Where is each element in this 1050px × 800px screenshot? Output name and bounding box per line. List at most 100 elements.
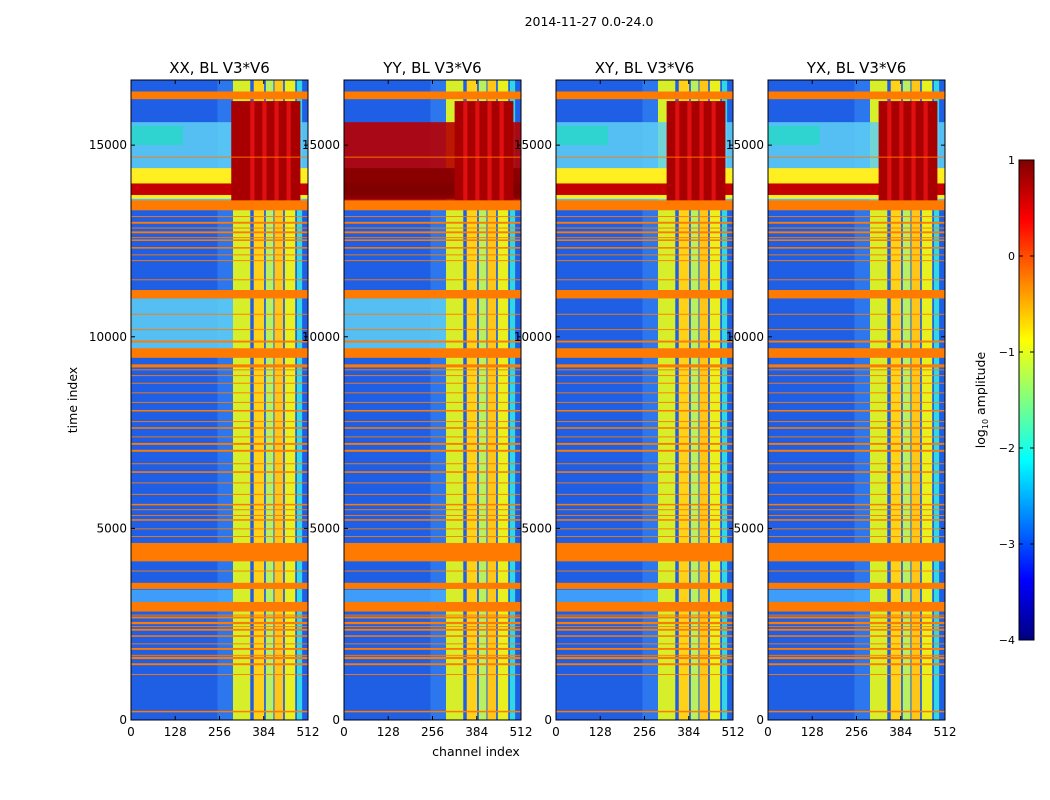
flagged-line [768, 279, 945, 281]
channel-band [921, 80, 933, 720]
flagged-line [344, 375, 521, 377]
flagged-line [131, 463, 308, 465]
flagged-band [768, 628, 945, 631]
heatmap-hot-region [262, 101, 267, 203]
x-tick-label: 384 [677, 725, 700, 739]
flagged-band [768, 442, 945, 445]
flagged-line [131, 254, 308, 256]
channel-band [487, 80, 497, 720]
flagged-line [556, 237, 733, 239]
flagged-band [131, 449, 308, 452]
flagged-band [768, 247, 945, 249]
x-tick-label: 128 [377, 725, 400, 739]
flagged-band [768, 449, 945, 452]
y-tick-label: 15000 [89, 138, 127, 152]
flagged-band [131, 290, 308, 299]
flagged-band [131, 348, 308, 358]
flagged-band [768, 656, 945, 660]
flagged-line [131, 369, 308, 371]
x-tick-label: 256 [633, 725, 656, 739]
flagged-band [768, 340, 945, 343]
flagged-band [344, 340, 521, 343]
flagged-line [344, 260, 521, 262]
flagged-line [556, 514, 733, 516]
flagged-band [768, 647, 945, 650]
flagged-line [768, 674, 945, 676]
colorbar-label-subscript: 10 [981, 419, 990, 429]
heatmap-hot-region [131, 183, 308, 195]
channel-band [497, 80, 509, 720]
flagged-band [556, 427, 733, 429]
y-axis-label: time index [65, 367, 80, 433]
flagged-line [768, 237, 945, 239]
flagged-line [556, 643, 733, 645]
flagged-band [768, 364, 945, 368]
flagged-line [556, 463, 733, 465]
flagged-line [131, 654, 308, 656]
flagged-line [556, 482, 733, 484]
heatmap-hot-region [131, 125, 183, 146]
flagged-band [344, 616, 521, 619]
flagged-line [344, 528, 521, 530]
flagged-band [344, 290, 521, 299]
flagged-line [131, 674, 308, 676]
flagged-band [556, 340, 733, 343]
flagged-line [344, 463, 521, 465]
x-tick-label: 0 [340, 725, 348, 739]
x-tick-label: 0 [552, 725, 560, 739]
flagged-line [556, 382, 733, 384]
flagged-line [131, 528, 308, 530]
flagged-line [768, 493, 945, 495]
channel-band [902, 80, 911, 720]
y-tick-label: 10000 [726, 330, 764, 344]
heatmap-hot-region [675, 101, 680, 203]
flagged-band [556, 348, 733, 358]
flagged-line [556, 279, 733, 281]
flagged-line [768, 313, 945, 315]
flagged-band [768, 91, 945, 100]
heatmap-hot-region [923, 101, 928, 203]
flagged-line [768, 614, 945, 616]
y-tick-label: 15000 [726, 138, 764, 152]
flagged-line [768, 401, 945, 403]
heatmap-hot-region [768, 125, 820, 146]
flagged-line [344, 392, 521, 394]
flagged-band [344, 427, 521, 429]
heatmap-plateau [556, 589, 660, 606]
flagged-line [768, 626, 945, 628]
flagged-band [768, 542, 945, 562]
flagged-line [768, 369, 945, 371]
flagged-band [556, 409, 733, 412]
panel-title: YX, BL V3*V6 [806, 59, 907, 77]
flagged-line [768, 329, 945, 331]
flagged-line [768, 528, 945, 530]
flagged-band [556, 442, 733, 445]
heatmap-hot-region [344, 183, 521, 195]
flagged-line [131, 382, 308, 384]
flagged-line [768, 643, 945, 645]
x-tick-label: 256 [845, 725, 868, 739]
flagged-line [344, 614, 521, 616]
flagged-line [344, 421, 521, 423]
channel-band [699, 80, 709, 720]
flagged-band [768, 200, 945, 211]
flagged-line [344, 279, 521, 281]
colorbar-gradient [1018, 159, 1035, 641]
heatmap-hot-region [463, 101, 468, 203]
colorbar-tick-label: −2 [999, 442, 1015, 455]
flagged-band [344, 503, 521, 506]
channel-band [911, 80, 921, 720]
flagged-band [768, 519, 945, 521]
flagged-band [556, 221, 733, 224]
flagged-band [131, 200, 308, 211]
y-tick-label: 10000 [514, 330, 552, 344]
flagged-line [131, 509, 308, 511]
flagged-line [131, 643, 308, 645]
flagged-line [131, 436, 308, 438]
flagged-band [131, 601, 308, 612]
colorbar-tick-label: −4 [999, 634, 1015, 647]
flagged-band [131, 364, 308, 368]
flagged-band [131, 340, 308, 343]
panel-title: XY, BL V3*V6 [595, 59, 695, 77]
flagged-line [344, 329, 521, 331]
